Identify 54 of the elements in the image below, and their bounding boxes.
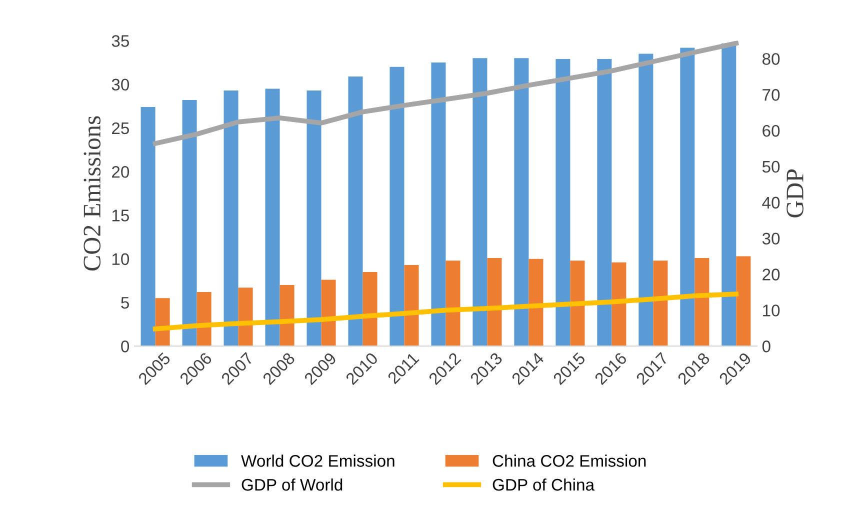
line-series xyxy=(152,40,739,146)
bar xyxy=(638,54,654,346)
bar xyxy=(446,260,460,346)
line-series xyxy=(152,292,739,332)
bar xyxy=(528,258,544,346)
bar xyxy=(597,59,612,346)
bar xyxy=(321,280,336,346)
bar xyxy=(431,62,446,346)
bar xyxy=(140,107,156,346)
legend-label: GDP of China xyxy=(492,478,595,491)
bar xyxy=(487,258,502,346)
bar xyxy=(556,59,570,346)
bar xyxy=(694,258,710,346)
bar xyxy=(238,288,253,346)
bar xyxy=(404,264,419,346)
y-tick-label: 35 xyxy=(112,35,129,47)
bar xyxy=(348,76,363,346)
y-tick-label: 0 xyxy=(121,340,130,352)
y2-tick-label: 20 xyxy=(762,268,780,280)
y-tick-label: 30 xyxy=(112,78,130,91)
y2-tick-label: 80 xyxy=(762,53,780,65)
y2-tick-label: 70 xyxy=(762,89,780,101)
y2-axis-title: GDP xyxy=(786,169,804,218)
y-tick-label: 20 xyxy=(112,166,130,178)
bar xyxy=(196,292,212,346)
bar xyxy=(722,43,736,346)
y-tick-label: 25 xyxy=(112,122,129,134)
bar xyxy=(612,262,626,346)
bar xyxy=(736,256,751,346)
y2-tick-label: 60 xyxy=(762,124,780,137)
y2-tick-label: 0 xyxy=(762,340,770,352)
y-tick-label: 10 xyxy=(112,253,130,266)
bar xyxy=(390,66,404,346)
bar xyxy=(570,260,585,346)
bar xyxy=(182,100,197,346)
bar xyxy=(514,58,529,346)
y2-tick-label: 50 xyxy=(762,160,780,173)
bar xyxy=(680,48,695,346)
y-axis-title: CO2 Emissions xyxy=(84,116,101,271)
bar xyxy=(472,58,488,346)
legend-label: GDP of World xyxy=(242,478,342,491)
y2-tick-label: 40 xyxy=(762,196,780,209)
bar xyxy=(265,88,280,346)
bar xyxy=(224,90,238,346)
y2-tick-label: 10 xyxy=(763,304,780,316)
legend-label: World CO2 Emission xyxy=(241,454,394,467)
bar xyxy=(280,285,294,346)
bar xyxy=(362,272,378,346)
bar xyxy=(306,90,322,346)
y-tick-label: 15 xyxy=(112,210,129,222)
y2-tick-label: 30 xyxy=(762,232,780,245)
legend-label: China CO2 Emission xyxy=(492,454,646,467)
y-tick-label: 5 xyxy=(121,297,129,309)
bar xyxy=(653,260,668,346)
